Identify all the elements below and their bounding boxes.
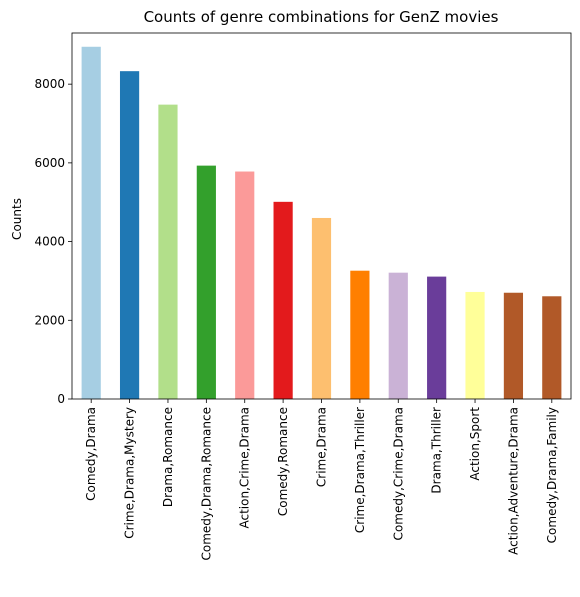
x-tick-label-4: Action,Crime,Drama [238, 407, 252, 529]
chart-title: Counts of genre combinations for GenZ mo… [144, 8, 499, 26]
bar-4 [235, 171, 255, 399]
x-tick-label-5: Comedy,Romance [276, 407, 290, 516]
y-tick-label-2: 4000 [34, 235, 65, 249]
x-tick-label-3: Comedy,Drama,Romance [199, 407, 213, 560]
bar-12 [542, 296, 562, 399]
y-tick-label-1: 2000 [34, 313, 65, 327]
bar-2 [158, 104, 178, 399]
x-tick-label-7: Crime,Drama,Thriller [353, 407, 367, 533]
y-tick-label-4: 8000 [34, 77, 65, 91]
bar-9 [427, 276, 447, 399]
bar-11 [503, 292, 524, 399]
x-tick-label-6: Crime,Drama [315, 407, 329, 487]
x-tick-label-10: Action,Sport [468, 407, 482, 481]
x-tick-label-11: Action,Adventure,Drama [506, 407, 520, 555]
bar-8 [388, 272, 408, 399]
bar-0 [81, 46, 101, 400]
bar-5 [273, 201, 293, 399]
bar-3 [196, 165, 216, 399]
bar-7 [350, 270, 370, 399]
plot-frame [71, 32, 572, 400]
x-tick-label-12: Comedy,Drama,Family [545, 407, 559, 543]
y-tick-label-0: 0 [57, 392, 65, 406]
x-tick-label-8: Comedy,Crime,Drama [391, 407, 405, 540]
y-ticks-group: 0 2000 4000 6000 8000 [34, 77, 72, 406]
bar-1 [119, 71, 140, 400]
y-tick-label-3: 6000 [34, 156, 65, 170]
x-tick-label-1: Crime,Drama,Mystery [123, 407, 137, 539]
x-tick-label-2: Drama,Romance [161, 407, 175, 507]
bar-10 [465, 291, 485, 399]
y-axis-label: Counts [10, 198, 24, 240]
bars-group [81, 46, 562, 400]
x-tick-label-0: Comedy,Drama [84, 407, 98, 501]
bar-6 [311, 217, 332, 399]
x-ticks-group: Comedy,Drama Crime,Drama,Mystery Drama,Rom… [84, 399, 559, 560]
x-tick-label-9: Drama,Thriller [430, 407, 444, 494]
